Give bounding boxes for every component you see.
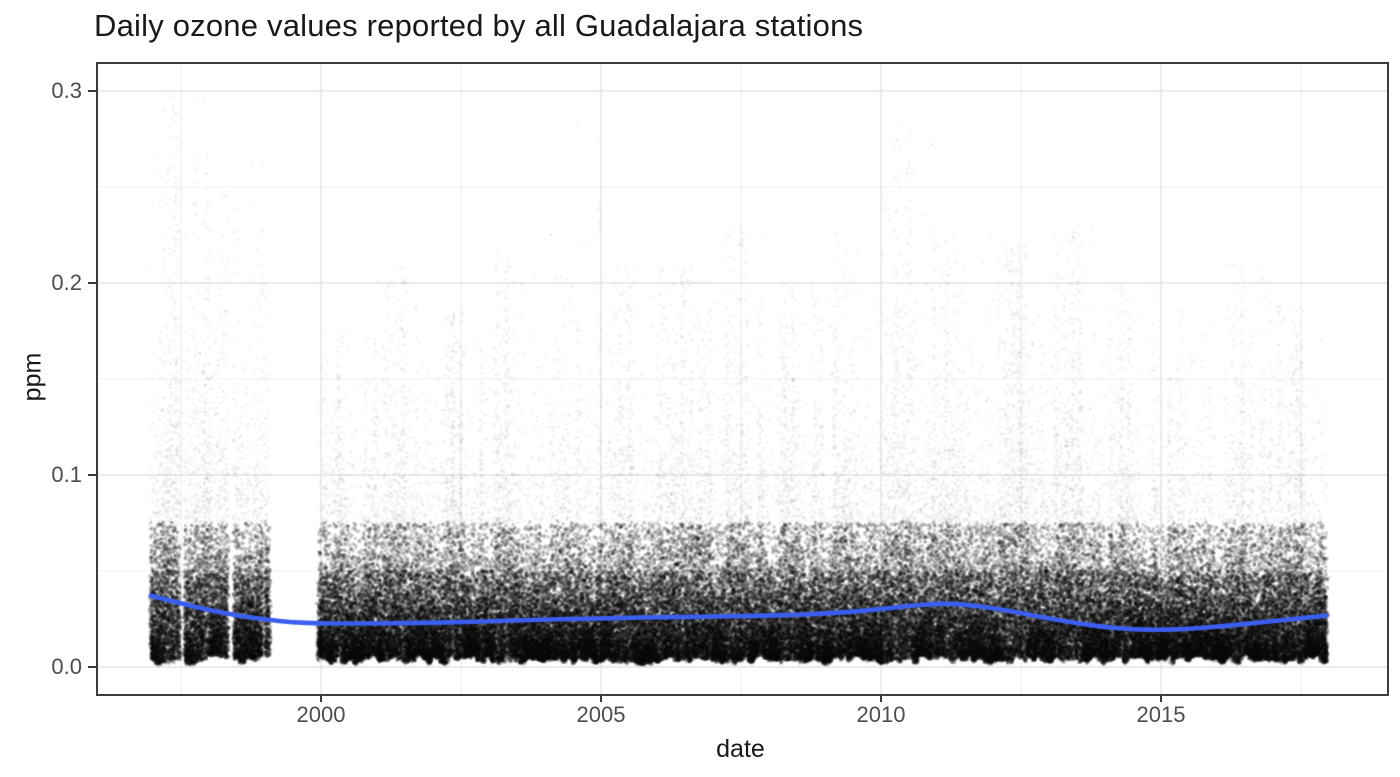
y-tick-label: 0.0 bbox=[51, 654, 82, 679]
x-tick-label: 2005 bbox=[576, 702, 626, 727]
y-tick-mark bbox=[88, 90, 96, 92]
y-tick-mark bbox=[88, 282, 96, 284]
y-tick-label: 0.3 bbox=[51, 78, 82, 103]
x-tick-mark bbox=[320, 694, 322, 702]
y-tick-label: 0.1 bbox=[51, 462, 82, 487]
x-tick-label: 2015 bbox=[1136, 702, 1186, 727]
y-tick-mark bbox=[88, 666, 96, 668]
x-tick-label: 2000 bbox=[296, 702, 346, 727]
x-tick-mark bbox=[880, 694, 882, 702]
y-tick-label: 0.2 bbox=[51, 270, 82, 295]
y-axis-title: ppm bbox=[18, 352, 47, 402]
plot-canvas bbox=[98, 64, 1387, 694]
x-tick-mark bbox=[600, 694, 602, 702]
y-tick-mark bbox=[88, 474, 96, 476]
x-tick-mark bbox=[1160, 694, 1162, 702]
plot-panel bbox=[96, 62, 1389, 696]
x-axis-title: date bbox=[716, 735, 765, 763]
x-tick-label: 2010 bbox=[856, 702, 906, 727]
plot-title: Daily ozone values reported by all Guada… bbox=[94, 8, 864, 43]
